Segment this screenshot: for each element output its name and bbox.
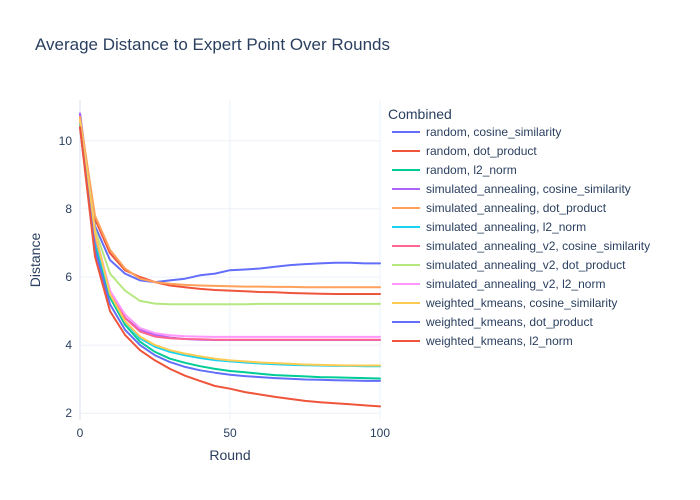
series-line-8 <box>79 119 381 306</box>
legend-label: random, cosine_similarity <box>426 125 561 139</box>
series-line-1 <box>79 112 381 284</box>
series-line-5 <box>79 116 381 289</box>
legend-item[interactable]: weighted_kmeans, cosine_similarity <box>392 296 617 310</box>
legend-item[interactable]: random, dot_product <box>392 144 537 158</box>
legend-label: simulated_annealing, cosine_similarity <box>426 182 631 196</box>
grid <box>79 100 381 420</box>
legend-label: simulated_annealing_v2, dot_product <box>426 258 626 272</box>
y-tick-label: 10 <box>59 134 73 148</box>
legend-item[interactable]: weighted_kmeans, l2_norm <box>392 334 573 348</box>
legend-label: simulated_annealing, l2_norm <box>426 220 586 234</box>
y-tick-label: 4 <box>65 338 72 352</box>
legend-item[interactable]: random, l2_norm <box>392 163 517 177</box>
x-tick-label: 0 <box>77 426 84 440</box>
x-tick-label: 50 <box>223 426 237 440</box>
series-line-10 <box>79 119 381 367</box>
legend-label: random, l2_norm <box>426 163 517 177</box>
series-line-11 <box>79 126 381 382</box>
y-tick-label: 6 <box>65 270 72 284</box>
legend-item[interactable]: weighted_kmeans, dot_product <box>392 315 593 329</box>
legend-item[interactable]: simulated_annealing_v2, dot_product <box>392 258 626 272</box>
legend-item[interactable]: random, cosine_similarity <box>392 125 561 139</box>
series-line-7 <box>79 119 381 341</box>
chart-title: Average Distance to Expert Point Over Ro… <box>35 35 390 54</box>
legend-label: simulated_annealing_v2, l2_norm <box>426 277 605 291</box>
series-line-9 <box>79 119 381 338</box>
legend-title: Combined <box>388 106 452 122</box>
series-group <box>79 112 381 408</box>
legend-label: weighted_kmeans, dot_product <box>425 315 593 329</box>
y-axis-title: Distance <box>27 233 43 288</box>
series-line-12 <box>79 126 381 408</box>
x-axis-title: Round <box>209 447 250 463</box>
y-tick-label: 8 <box>65 202 72 216</box>
legend-label: simulated_annealing_v2, cosine_similarit… <box>426 239 650 253</box>
legend: Combined random, cosine_similarityrandom… <box>388 106 650 348</box>
legend-item[interactable]: simulated_annealing, cosine_similarity <box>392 182 631 196</box>
legend-label: random, dot_product <box>426 144 537 158</box>
series-line-3 <box>79 122 381 380</box>
legend-item[interactable]: simulated_annealing, l2_norm <box>392 220 586 234</box>
x-tick-label: 100 <box>370 426 390 440</box>
legend-label: simulated_annealing, dot_product <box>426 201 607 215</box>
legend-item[interactable]: simulated_annealing_v2, l2_norm <box>392 277 605 291</box>
legend-label: weighted_kmeans, l2_norm <box>425 334 573 348</box>
legend-label: weighted_kmeans, cosine_similarity <box>425 296 617 310</box>
y-tick-label: 2 <box>65 406 72 420</box>
legend-item[interactable]: simulated_annealing, dot_product <box>392 201 607 215</box>
legend-item[interactable]: simulated_annealing_v2, cosine_similarit… <box>392 239 650 253</box>
